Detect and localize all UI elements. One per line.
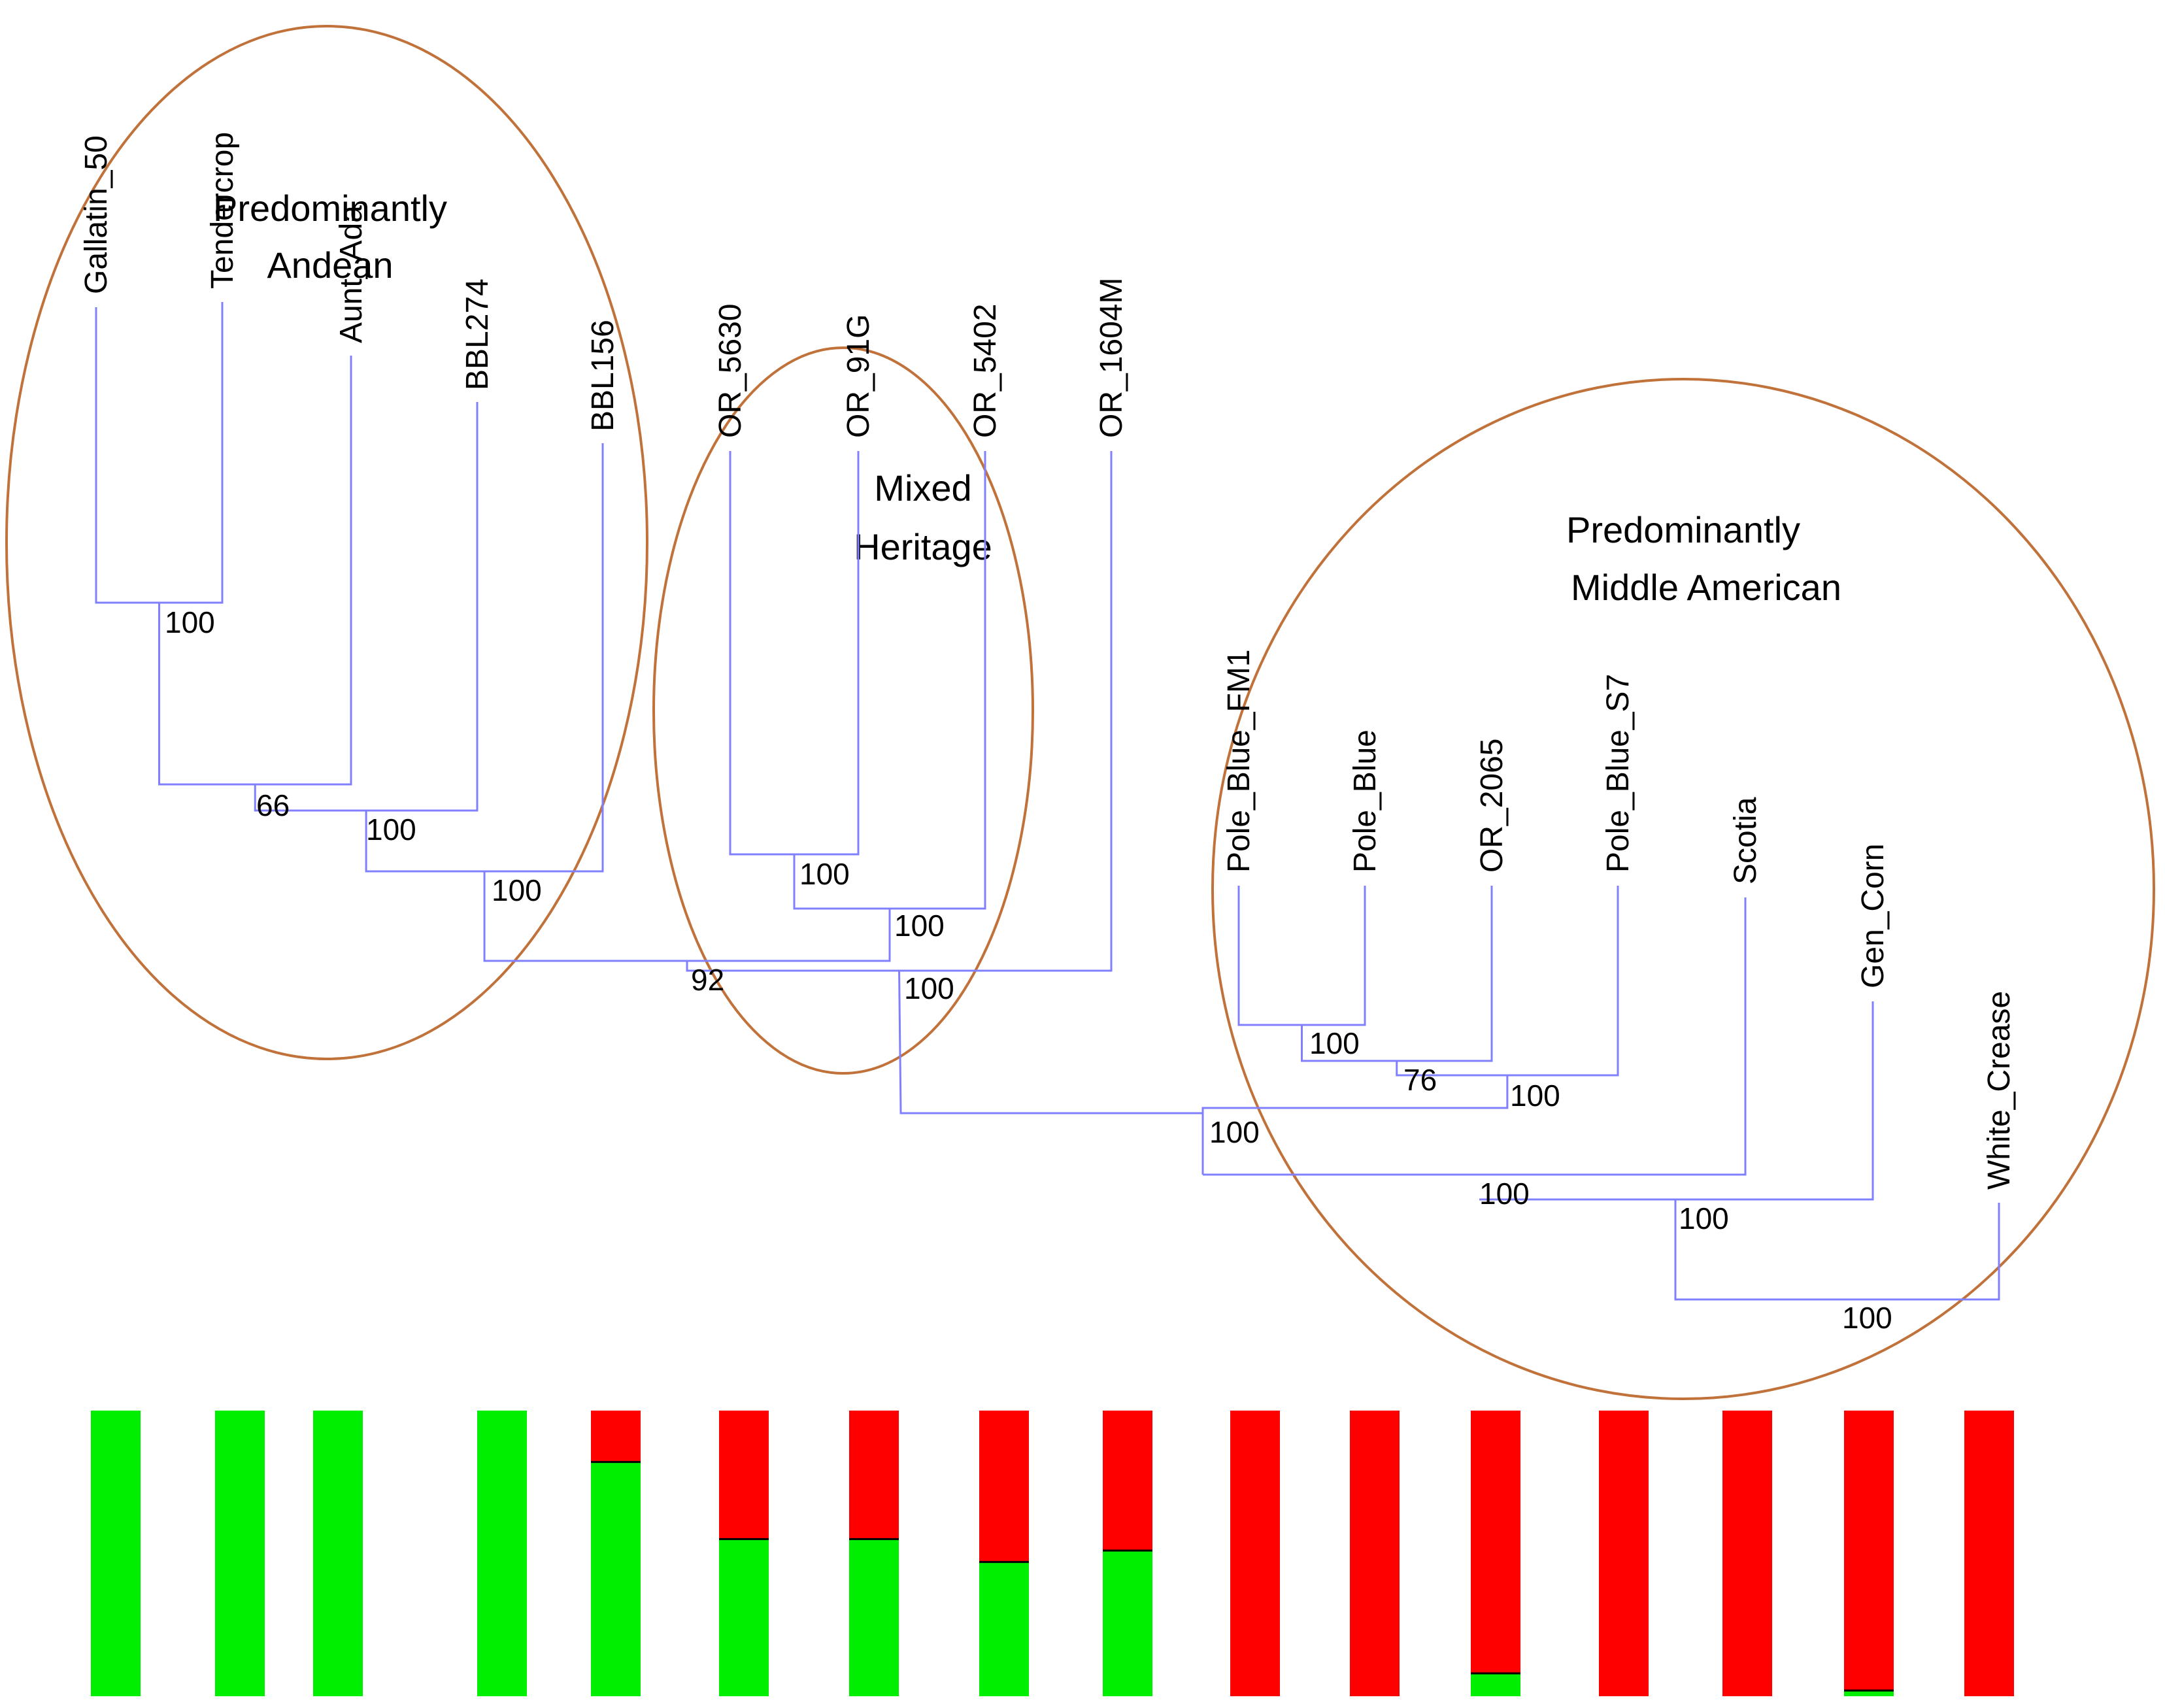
bar-andean-or-5402 — [979, 1562, 1029, 1696]
leaf-label-bbl156: BBL156 — [586, 320, 620, 431]
support-value--or-1604m: 100 — [904, 971, 954, 1005]
branch-or-5630-or-91g — [729, 451, 860, 856]
leaf-label-tendercrop: Tendercrop — [205, 132, 240, 289]
bar-middle-american-or-5402 — [979, 1411, 1029, 1562]
bar-middle-american-pole-blue — [1350, 1411, 1400, 1696]
support-value-scotia-rest: 100 — [1479, 1177, 1530, 1211]
bar-andean-tendercrop — [215, 1411, 265, 1696]
dendrogram — [95, 302, 2000, 1301]
branch-root — [898, 970, 1203, 1114]
leaf-label-gallatin-50: Gallatin_50 — [79, 135, 114, 294]
support-value-or-5630-or-91g: 100 — [799, 857, 850, 891]
leaf-label-bbl274: BBL274 — [460, 278, 495, 390]
leaf-label-or-5402: OR_5402 — [968, 304, 1003, 438]
support-values: 100 66 100 100 100 100 92 100 100 76 100 100 100 100 1… — [165, 605, 1892, 1335]
branch--bbl274 — [254, 402, 478, 812]
leaf-label-aunt-ada: Aunt_Ada — [334, 205, 369, 343]
leaf-label-pole-blue-fm1: Pole_Blue_FM1 — [1222, 649, 1256, 873]
leaf-label-pole-blue: Pole_Blue — [1348, 729, 1383, 873]
branch-gen-corn-rest — [1479, 1001, 1874, 1201]
support-value--pole-blue-s7: 100 — [1510, 1079, 1560, 1113]
branch-pole-blue-stem — [1201, 1075, 1509, 1175]
bar-middle-american-pole-blue-s7 — [1599, 1411, 1649, 1696]
leaf-label-or-91g: OR_91G — [841, 314, 876, 438]
support-value-white-crease-rest: 100 — [1842, 1301, 1892, 1335]
support-value--bbl156: 100 — [492, 873, 542, 907]
support-value--bbl274: 100 — [366, 812, 416, 846]
bar-middle-american-white-crease — [1964, 1411, 2014, 1696]
branch--or-5402 — [793, 451, 986, 910]
support-value-pole-blue-fm1-pole-blue: 100 — [1309, 1026, 1360, 1060]
branch-pole-blue-fm1-pole-blue — [1237, 886, 1366, 1026]
branch--or-1604m — [686, 451, 1113, 972]
bar-middle-american-or-1604m — [1103, 1411, 1152, 1551]
leaf-label-gen-corn: Gen_Corn — [1856, 844, 1890, 988]
leaf-label-white-crease: White_Crease — [1982, 991, 2017, 1190]
leaf-label-scotia: Scotia — [1728, 797, 1763, 884]
bar-middle-american-or-91g — [849, 1411, 899, 1539]
support-value-andean-mixed: 92 — [691, 963, 724, 997]
branch--bbl156 — [365, 443, 604, 873]
branch-scotia-rest — [1203, 897, 1747, 1176]
middle-american-label-line1: Predominantly — [1566, 509, 1800, 550]
leaf-label-pole-blue-s7: Pole_Blue_S7 — [1601, 674, 1636, 873]
leaf-labels: Gallatin_50 Tendercrop Aunt_Ada BBL274 BBL15… — [79, 132, 2017, 1190]
bar-middle-american-or-5630 — [719, 1411, 769, 1539]
andean-label-line2: Andean — [267, 244, 393, 286]
leaf-label-or-5630: OR_5630 — [713, 304, 748, 438]
support-value--or-2065: 76 — [1403, 1063, 1437, 1097]
leaf-label-or-1604m: OR_1604M — [1094, 278, 1129, 438]
bar-andean-gen-corn — [1844, 1690, 1894, 1696]
mixed-ellipse — [652, 346, 1034, 1075]
middle-american-ellipse — [1211, 378, 2155, 1400]
andean-ellipse — [5, 25, 648, 1060]
ancestry-bars — [91, 1411, 2014, 1696]
bar-andean-or-2065 — [1471, 1673, 1520, 1696]
bar-andean-gallatin-50 — [91, 1411, 141, 1696]
bar-middle-american-scotia — [1722, 1411, 1772, 1696]
bar-andean-bbl274 — [477, 1411, 527, 1696]
middle-american-label-line2: Middle American — [1571, 567, 1841, 608]
branch-gallatin-50-tendercrop — [95, 302, 224, 604]
support-value--or-5402: 100 — [894, 909, 945, 943]
leaf-label-or-2065: OR_2065 — [1475, 739, 1509, 873]
branch--pole-blue-s7 — [1396, 886, 1619, 1077]
bar-middle-american-pole-blue-fm1 — [1230, 1411, 1280, 1696]
support-value-gallatin-50-tendercrop: 100 — [165, 605, 215, 639]
mixed-label-line2: Heritage — [854, 526, 992, 567]
bar-andean-or-91g — [849, 1539, 899, 1696]
bar-andean-bbl156 — [591, 1462, 641, 1696]
bar-andean-aunt-ada — [313, 1411, 363, 1696]
bar-andean-or-1604m — [1103, 1550, 1152, 1696]
andean-label-line1: Predominantly — [213, 188, 447, 229]
bar-middle-american-bbl156 — [591, 1411, 641, 1462]
support-value-root: 100 — [1209, 1115, 1260, 1149]
bar-andean-or-5630 — [719, 1539, 769, 1696]
support-value-gen-corn-rest: 100 — [1679, 1201, 1729, 1235]
bar-middle-american-gen-corn — [1844, 1411, 1894, 1691]
branch--aunt-ada — [158, 356, 352, 786]
mixed-label-line1: Mixed — [874, 467, 971, 509]
bar-middle-american-or-2065 — [1471, 1411, 1520, 1674]
support-value--aunt-ada: 66 — [256, 788, 290, 822]
